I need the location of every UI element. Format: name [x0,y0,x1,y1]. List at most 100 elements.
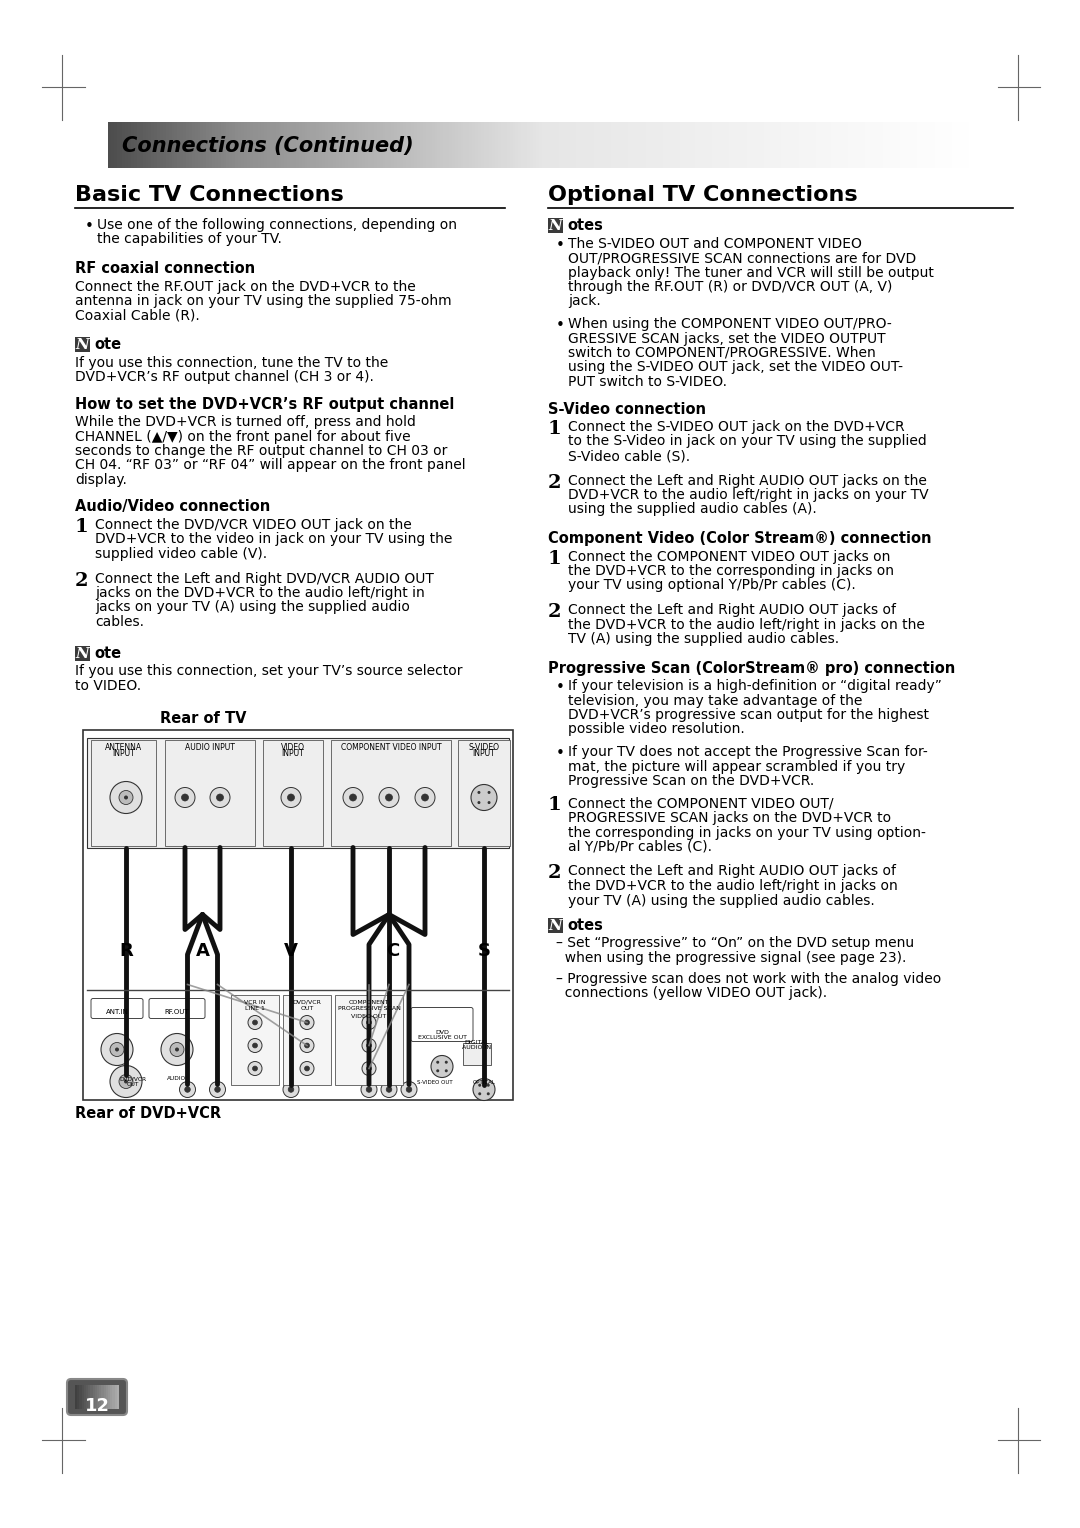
Bar [434,122,437,168]
Bar [408,122,411,168]
Bar [403,122,406,168]
Text: the DVD+VCR to the audio left/right in jacks on: the DVD+VCR to the audio left/right in j… [568,879,897,892]
Bar [926,122,929,168]
Text: INPUT: INPUT [473,750,496,758]
Bar [102,1384,104,1409]
Bar [117,122,120,168]
Bar [808,122,810,168]
Circle shape [366,1067,372,1071]
Circle shape [386,795,392,801]
FancyBboxPatch shape [91,998,143,1019]
Text: •: • [556,237,565,252]
Bar [629,122,631,168]
Bar [772,122,775,168]
Bar [932,122,934,168]
Text: N: N [76,646,90,660]
Circle shape [487,1083,489,1086]
Bar [95,1384,97,1409]
Text: Rear of TV: Rear of TV [160,711,246,726]
Bar [165,740,255,845]
Bar [478,122,481,168]
Circle shape [215,1086,220,1093]
Bar [389,122,391,168]
Bar [386,122,389,168]
Bar [796,122,799,168]
Bar [862,122,865,168]
Text: RF coaxial connection: RF coaxial connection [75,261,255,277]
Bar [148,122,151,168]
Circle shape [445,1070,448,1073]
Circle shape [379,787,399,807]
Bar [255,122,258,168]
Bar [180,122,184,168]
Bar [813,122,816,168]
Bar [80,1384,82,1409]
Circle shape [381,1082,397,1097]
Text: to the S-Video in jack on your TV using the supplied: to the S-Video in jack on your TV using … [568,434,927,449]
Bar [588,122,591,168]
Bar [319,122,322,168]
Text: display.: display. [75,474,126,487]
Bar [674,122,677,168]
Bar [134,122,137,168]
Circle shape [436,1070,440,1073]
Text: supplied video cable (V).: supplied video cable (V). [95,547,267,561]
Circle shape [415,787,435,807]
Bar [729,122,732,168]
Bar [686,122,689,168]
Bar [192,122,194,168]
Bar [163,122,166,168]
Bar [567,122,570,168]
Bar [374,122,377,168]
Circle shape [248,1039,262,1053]
Text: Connect the S-VIDEO OUT jack on the DVD+VCR: Connect the S-VIDEO OUT jack on the DVD+… [568,420,905,434]
Bar [437,122,441,168]
Bar [972,122,975,168]
Bar [305,122,308,168]
Bar [712,122,715,168]
Bar [900,122,903,168]
Text: using the supplied audio cables (A).: using the supplied audio cables (A). [568,503,816,516]
Bar [594,122,596,168]
Text: cables.: cables. [95,614,144,630]
Bar [577,122,579,168]
Bar [360,122,362,168]
Text: the DVD+VCR to the audio left/right in jacks on the: the DVD+VCR to the audio left/right in j… [568,617,924,631]
Circle shape [477,801,481,804]
Bar [746,122,750,168]
Bar [879,122,882,168]
Text: DVD+VCR to the video in jack on your TV using the: DVD+VCR to the video in jack on your TV … [95,532,453,547]
Bar [787,122,791,168]
Bar [891,122,894,168]
Bar [113,122,117,168]
Bar [761,122,764,168]
Bar [327,122,330,168]
Bar [275,122,279,168]
Text: OUT/PROGRESSIVE SCAN connections are for DVD: OUT/PROGRESSIVE SCAN connections are for… [568,251,916,264]
Bar [915,122,917,168]
Bar [108,1384,110,1409]
Bar [87,738,509,848]
Bar [325,122,327,168]
Bar [469,122,472,168]
Bar [637,122,639,168]
Text: CH 04. “RF 03” or “RF 04” will appear on the front panel: CH 04. “RF 03” or “RF 04” will appear on… [75,458,465,472]
Text: LINE 1: LINE 1 [245,1007,265,1012]
Bar [524,122,527,168]
Text: S: S [477,941,490,960]
Bar [767,122,770,168]
Bar [860,122,862,168]
Text: 2: 2 [548,604,562,620]
Bar [362,122,365,168]
Text: Audio/Video connection: Audio/Video connection [75,500,270,515]
Bar [929,122,932,168]
Bar [99,1384,102,1409]
Bar [335,995,403,1085]
Bar [139,122,143,168]
Text: Connect the Left and Right AUDIO OUT jacks on the: Connect the Left and Right AUDIO OUT jac… [568,474,927,487]
Bar [125,122,129,168]
Bar [129,122,131,168]
Bar [715,122,718,168]
Bar [391,122,394,168]
Bar [310,122,313,168]
